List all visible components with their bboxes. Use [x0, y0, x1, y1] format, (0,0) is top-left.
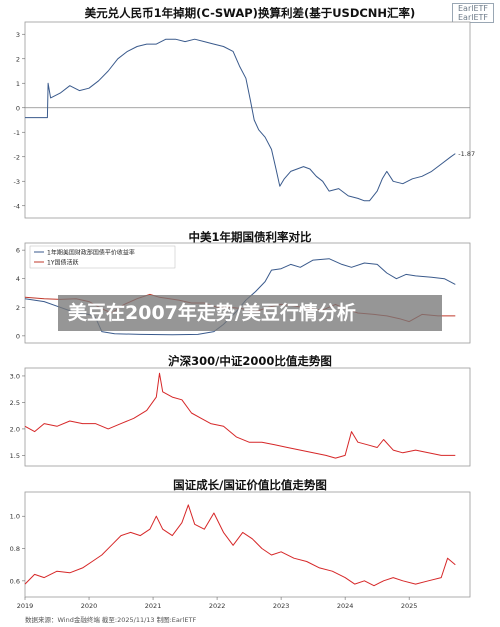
- chart-1-series-1-line: [25, 38, 456, 202]
- chart-1-ytick-label: -1: [14, 129, 20, 137]
- logo-line-2: EarlETF: [457, 13, 488, 22]
- legend-label-1: 1年期美国财政部国债平价收益率: [47, 248, 135, 256]
- chart-2-title: 中美1年期国债利率对比: [188, 230, 312, 244]
- chart-3-title: 沪深300/中证2000比值走势图: [168, 354, 332, 368]
- chart-4-frame: [24, 491, 471, 598]
- source-note: 数据来源：Wind金融终端 截至:2025/11/13 制图:EarlETF: [25, 616, 197, 624]
- overlay-banner: 美豆在2007年走势/美豆行情分析: [58, 295, 442, 331]
- chart-1-ytick-label: -2: [14, 153, 20, 161]
- chart-1-title: 美元兑人民币1年掉期(C-SWAP)换算利差(基于USDCNH汇率): [84, 6, 416, 20]
- chart-1-end-label: -1.87: [458, 150, 475, 158]
- chart-2-ytick-label: 2: [16, 304, 20, 312]
- chart-3-ytick-label: 2.0: [10, 425, 20, 433]
- chart-3-series-1-line: [24, 372, 456, 459]
- chart-2-legend-box: [29, 245, 176, 269]
- logo-line-1: EarlETF: [457, 4, 488, 13]
- chart-4-ytick-label: 0.8: [10, 545, 20, 553]
- chart-1-frame: [24, 21, 471, 219]
- chart-1-ytick-label: 3: [16, 31, 20, 39]
- chart-4-ytick-label: 0.6: [10, 577, 20, 585]
- chart-2-ytick-label: 0: [16, 332, 20, 340]
- x-tick-label: 2019: [17, 602, 34, 610]
- chart-3-ytick-label: 2.5: [10, 399, 20, 407]
- x-tick-label: 2025: [401, 602, 418, 610]
- earletf-logo: EarlETF EarlETF: [452, 3, 494, 23]
- chart-4-title: 国证成长/国证价值比值走势图: [173, 478, 327, 492]
- chart-1-ytick-label: 2: [16, 55, 20, 63]
- chart-1-ytick-label: -3: [14, 178, 20, 186]
- x-tick-label: 2024: [337, 602, 354, 610]
- chart-2-ytick-label: 4: [16, 275, 20, 283]
- chart-1-ytick-label: -4: [14, 202, 20, 210]
- x-tick-label: 2021: [145, 602, 162, 610]
- chart-1-ytick-label: 0: [16, 104, 20, 112]
- legend-label-2: 1Y国债活跃: [47, 258, 78, 266]
- chart-2-ytick-label: 6: [16, 247, 20, 255]
- chart-4-ytick-label: 1.0: [10, 513, 20, 521]
- chart-1-ytick-label: 1: [16, 80, 20, 88]
- x-tick-label: 2023: [273, 602, 290, 610]
- chart-3-ytick-label: 1.5: [10, 452, 20, 460]
- x-tick-label: 2020: [81, 602, 98, 610]
- chart-3-frame: [24, 367, 471, 467]
- chart-4-series-1-line: [24, 504, 456, 587]
- chart-3-ytick-label: 3.0: [10, 372, 20, 380]
- x-tick-label: 2022: [209, 602, 226, 610]
